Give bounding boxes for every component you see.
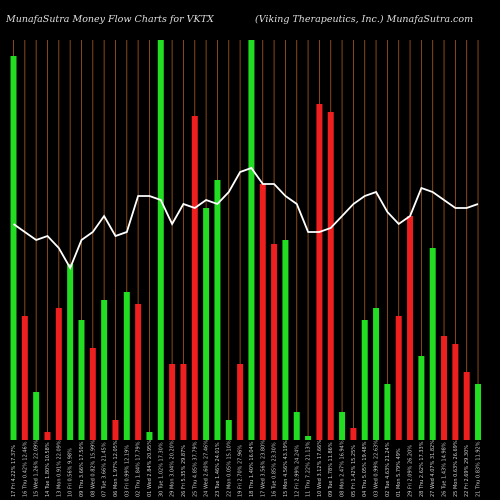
flow-bar xyxy=(112,420,119,440)
flow-bar xyxy=(339,412,346,440)
flow-bar xyxy=(248,40,255,440)
x-tick-label: 12 Fri 2.99% 24.24% xyxy=(294,445,300,497)
x-tick-label: 10 Wed 3.12% 17.66% xyxy=(317,440,323,497)
flow-bar xyxy=(146,432,153,440)
flow-bar xyxy=(475,384,482,440)
chart-subtitle: (Viking Therapeutics, Inc.) MunafaSutra.… xyxy=(255,14,474,25)
x-tick-label: 26 Fri 5.35% 29.87% xyxy=(181,445,187,497)
flow-bar xyxy=(89,348,96,440)
flow-line-path xyxy=(12,166,479,271)
flow-bar xyxy=(305,436,312,440)
x-tick-label: 22 Fri 2.69% 29.30% xyxy=(464,445,470,497)
x-tick-label: 03 Wed 0.99% 22.63% xyxy=(374,440,380,497)
x-tick-label: 19 Fri 2.70% 27.96% xyxy=(238,445,244,497)
x-tick-label: 23 Tue 1.46% 24.01% xyxy=(215,442,221,497)
flow-bar xyxy=(169,364,176,440)
x-tick-label: 08 Wed 0.82% 15.99% xyxy=(90,440,96,497)
x-tick-label: 08 Mon 2.47% 16.94% xyxy=(340,440,346,497)
flow-bar xyxy=(395,316,402,440)
x-tick-label: 22 Mon 0.05% 15.10% xyxy=(226,440,232,497)
x-tick-label: 25 Thu 4.85% 37.79% xyxy=(192,441,198,497)
flow-bar xyxy=(463,372,470,440)
x-tick-label: 03 Fri 0.99% 12.19% xyxy=(124,445,130,497)
x-tick-label: 15 Wed 1.26% 22.09% xyxy=(34,440,40,497)
flow-bar xyxy=(441,336,448,440)
flow-bar xyxy=(407,216,414,440)
flow-bar xyxy=(101,300,108,440)
x-tick-label: 17 Fri 4.22% 17.37% xyxy=(11,445,17,497)
x-tick-label: 18 Thu 1.40% 16.04% xyxy=(249,441,255,497)
flow-bar xyxy=(214,180,221,440)
x-tick-labels: 17 Fri 4.22% 17.37% 16 Thu 0.42% 12.46% 15… xyxy=(11,440,482,497)
x-tick-label: 16 Thu 0.42% 12.46% xyxy=(22,441,28,497)
x-tick-label: 09 Thu 3.66% 17.50% xyxy=(79,441,85,497)
x-tick-label: 28 Thu 2.62% 17.33% xyxy=(419,441,425,497)
flow-bar xyxy=(350,428,357,440)
flow-bar xyxy=(282,240,289,440)
x-tick-label: 13 Mon 0.91% 22.09% xyxy=(56,440,62,497)
flow-bar xyxy=(55,308,62,440)
x-tick-label: 05 Fri 1.42% 15.25% xyxy=(351,445,357,497)
x-tick-label: 02 Thu 1.84% 17.79% xyxy=(136,441,142,497)
flow-bar xyxy=(384,384,391,440)
flow-bar xyxy=(237,364,244,440)
x-tick-label: 29 Mon 3.04% 20.20% xyxy=(170,440,176,497)
x-tick-label: 02 Tue 4.63% 21.24% xyxy=(385,442,391,497)
flow-bar xyxy=(293,412,300,440)
flow-bar xyxy=(361,320,368,440)
chart-title: MunafaSutra Money Flow Charts for VKTX xyxy=(6,14,214,25)
flow-bar xyxy=(191,116,198,440)
x-tick-label: 10 Fri 0.56% 9.98% xyxy=(68,448,74,497)
x-tick-label: 16 Tue 0.85% 23.30% xyxy=(272,442,278,497)
x-tick-label: 26 Tue 1.43% 14.98% xyxy=(442,442,448,497)
flow-bar xyxy=(452,344,459,440)
x-tick-label: 15 Mon 4.56% 43.19% xyxy=(283,440,289,497)
flow-bar xyxy=(259,184,266,440)
flow-bar xyxy=(418,356,425,440)
x-tick-label: 11 Thu 7.22% 21.13% xyxy=(306,441,312,497)
flow-bar xyxy=(44,432,51,440)
x-tick-label: 21 Thu 0.83% 11.92% xyxy=(476,441,482,497)
flow-bar xyxy=(123,292,130,440)
x-tick-label: 01 Wed 2.84% 20.95% xyxy=(147,440,153,497)
x-tick-label: 25 Mon 0.63% 26.69% xyxy=(453,440,459,497)
x-tick-label: 24 Wed 2.60% 27.46% xyxy=(204,440,210,497)
flow-bar xyxy=(429,248,436,440)
flow-bar xyxy=(373,308,380,440)
x-tick-label: 17 Wed 3.56% 23.80% xyxy=(260,440,266,497)
x-tick-label: 09 Tue 1.78% 11.86% xyxy=(328,442,334,497)
x-tick-label: 06 Mon 1.97% 12.05% xyxy=(113,440,119,497)
x-tick-label: 04 Thu 5.05% 19.48% xyxy=(362,441,368,497)
flow-bar xyxy=(225,420,232,440)
flow-bar xyxy=(135,304,142,440)
flow-bar xyxy=(67,264,74,440)
flow-bar xyxy=(316,104,323,440)
flow-bar xyxy=(157,40,164,440)
bars xyxy=(10,40,482,440)
flow-line xyxy=(12,166,479,271)
x-tick-label: 07 Tue 3.66% 21.45% xyxy=(102,442,108,497)
flow-bar xyxy=(203,208,210,440)
x-tick-label: 27 Wed 4.07% 31.82% xyxy=(430,440,436,497)
x-tick-label: 30 Tue 1.02% 17.30% xyxy=(158,442,164,497)
x-tick-label: 14 Tue 1.80% 10.58% xyxy=(45,442,51,497)
flow-bar xyxy=(271,244,278,440)
flow-bar xyxy=(78,320,85,440)
x-tick-label: 01 Mon 5.79% 49% xyxy=(396,448,402,497)
flow-bar xyxy=(180,364,187,440)
flow-bar xyxy=(10,56,17,440)
x-tick-label: 29 Fri 2.09% 26.20% xyxy=(408,445,414,497)
flow-bar xyxy=(21,316,28,440)
flow-bar xyxy=(33,392,40,440)
flow-bar xyxy=(327,112,334,440)
